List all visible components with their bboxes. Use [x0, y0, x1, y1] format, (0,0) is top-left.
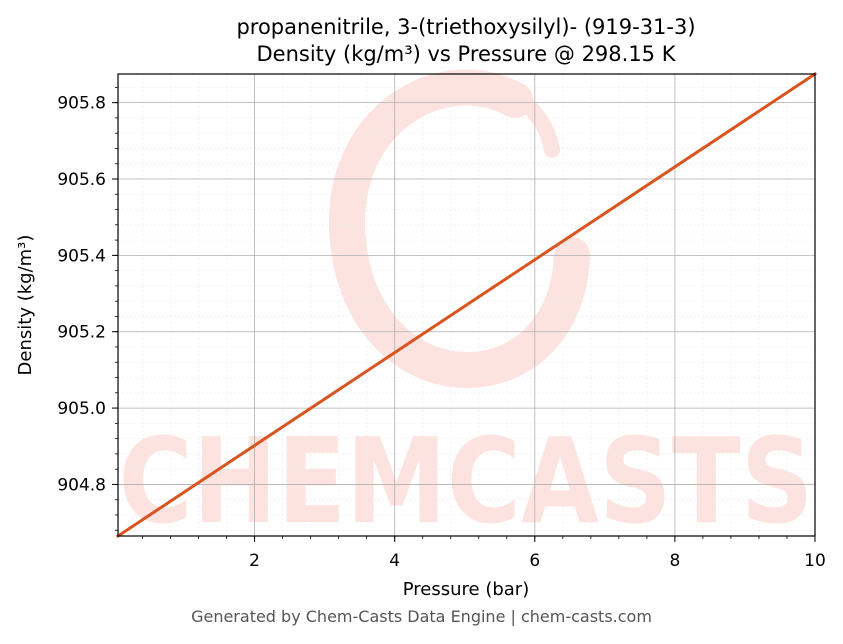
series-layer	[115, 71, 818, 539]
watermark-text: CHEMCASTS	[119, 412, 814, 550]
x-axis-label: Pressure (bar)	[403, 579, 529, 600]
x-tick-label: 4	[389, 551, 400, 571]
plot-frame	[117, 73, 816, 537]
series-line	[115, 71, 818, 539]
footer-credit: Generated by Chem-Casts Data Engine | ch…	[191, 607, 652, 626]
minor-grid	[118, 74, 816, 536]
y-tick-label: 905.0	[57, 399, 106, 419]
watermark-logo-swirl	[328, 69, 590, 389]
chart-title-line2: Density (kg/m³) vs Pressure @ 298.15 K	[256, 42, 676, 66]
major-grid	[118, 74, 816, 536]
x-tick-label: 6	[529, 551, 540, 571]
x-tick-label: 2	[249, 551, 260, 571]
x-axis-ticks: 2 4 6 8 10	[249, 536, 826, 571]
y-tick-label: 904.8	[57, 475, 106, 495]
chart-title-line1: propanenitrile, 3-(triethoxysilyl)- (919…	[236, 15, 695, 39]
y-tick-label: 905.2	[57, 323, 106, 343]
y-tick-label: 905.6	[57, 170, 106, 190]
watermark: CHEMCASTS	[119, 69, 814, 550]
y-axis-ticks: 904.8 905.0 905.2 905.4 905.6 905.8	[57, 94, 118, 495]
y-axis-label: Density (kg/m³)	[15, 235, 36, 376]
x-tick-label: 8	[669, 551, 680, 571]
y-tick-label: 905.4	[57, 246, 106, 266]
x-tick-label: 10	[804, 551, 826, 571]
y-tick-label: 905.8	[57, 94, 106, 114]
